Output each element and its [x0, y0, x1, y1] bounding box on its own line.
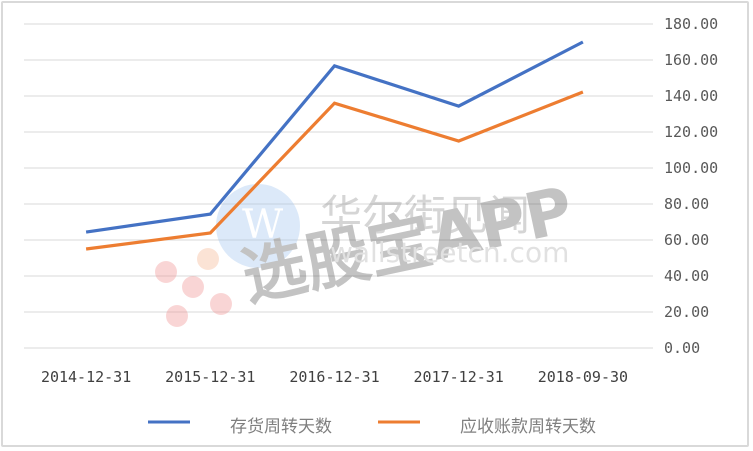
y-tick-label: 120.00 — [664, 123, 718, 141]
series-line-2 — [85, 90, 584, 251]
legend-label-series2: 应收账款周转天数 — [460, 417, 596, 437]
series-line-1 — [85, 40, 584, 234]
y-tick-label: 80.00 — [664, 195, 709, 213]
y-tick-label: 100.00 — [664, 159, 718, 177]
x-tick-label: 2016-12-31 — [289, 368, 379, 386]
y-tick-label: 20.00 — [664, 303, 709, 321]
svg-text:W: W — [242, 202, 283, 248]
y-tick-label: 180.00 — [664, 15, 718, 33]
legend-label-series1: 存货周转天数 — [230, 417, 332, 437]
x-tick-label: 2014-12-31 — [41, 368, 131, 386]
watermark-subtitle: 华尔街见闻 — [320, 191, 530, 240]
y-tick-label: 0.00 — [664, 339, 700, 357]
series-lines — [85, 40, 584, 251]
y-tick-label: 140.00 — [664, 87, 718, 105]
watermark-url: wallstreetcn.com — [330, 236, 569, 269]
y-axis-ticks: 0.00 20.00 40.00 60.00 80.00 100.00 120.00 140.… — [664, 15, 718, 357]
watermark: W 华尔街见闻 选股宝APP wallstreetcn.com — [155, 174, 579, 327]
x-tick-label: 2017-12-31 — [414, 368, 504, 386]
x-axis-ticks: 2014-12-31 2015-12-31 2016-12-31 2017-12-31… — [41, 368, 628, 386]
y-tick-label: 160.00 — [664, 51, 718, 69]
x-tick-label: 2015-12-31 — [165, 368, 255, 386]
y-tick-label: 40.00 — [664, 267, 709, 285]
y-tick-label: 60.00 — [664, 231, 709, 249]
legend: 存货周转天数 应收账款周转天数 — [148, 417, 596, 437]
x-tick-label: 2018-09-30 — [538, 368, 628, 386]
